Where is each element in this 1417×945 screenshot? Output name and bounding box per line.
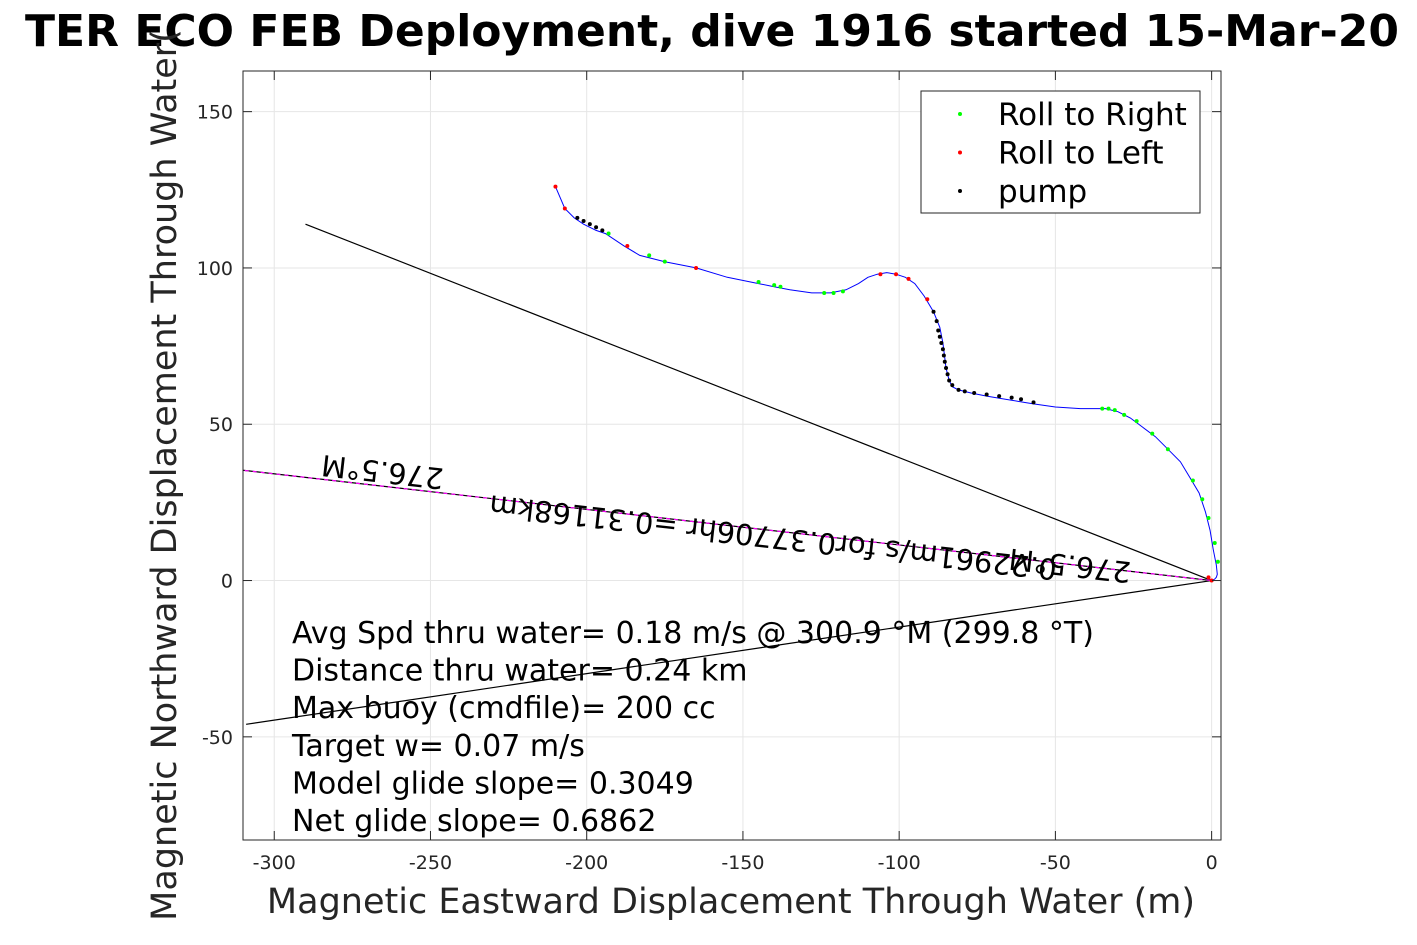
roll-left-point [553,184,558,189]
pump-point [947,378,952,383]
legend-marker [958,112,962,116]
legend-label: Roll to Left [998,136,1164,172]
pump-point [600,228,605,233]
roll-right-point [831,290,836,295]
roll-right-point [772,283,777,288]
y-tick-label: -50 [202,727,233,749]
roll-right-point [662,259,667,264]
stat-line: Max buoy (cmdfile)= 200 cc [292,691,716,726]
roll-left-point [906,276,911,281]
roll-left-point [1206,575,1211,580]
x-tick-label: 0 [1206,852,1218,874]
stat-line: Model glide slope= 0.3049 [292,766,694,801]
x-tick-label: -200 [565,852,608,874]
y-axis-label: Magnetic Northward Displacement Through … [145,29,185,921]
roll-right-point [1150,431,1155,436]
pump-point [581,219,586,224]
roll-left-point [625,244,630,249]
pump-point [956,387,961,392]
legend-marker [958,150,962,155]
x-axis-label: Magnetic Eastward Displacement Through W… [267,882,1195,922]
pump-point [594,225,599,230]
roll-left-point [562,206,567,211]
pump-point [944,365,949,370]
roll-right-point [1215,559,1220,564]
x-tick-label: -150 [721,852,764,874]
plot-frame [242,70,1222,841]
y-tick-label: 0 [221,571,233,593]
pump-point [1031,400,1036,405]
pump-point [587,222,592,227]
pump-point [942,359,947,364]
pump-point [931,309,936,314]
roll-left-point [878,272,883,277]
pump-point [997,394,1002,399]
stat-line: Distance thru water= 0.24 km [292,654,747,689]
stat-line: Avg Spd thru water= 0.18 m/s @ 300.9 °M … [292,616,1094,651]
reference-line [243,469,1212,582]
stats-block: Avg Spd thru water= 0.18 m/s @ 300.9 °M … [291,616,1094,839]
legend-label: Roll to Right [998,97,1187,133]
roll-right-point [1165,447,1170,452]
roll-left-point [1209,578,1214,583]
pump-point [950,383,955,388]
pump-point [962,389,967,394]
reference-line [246,579,1212,725]
roll-left-point [925,297,930,302]
roll-right-point [1100,406,1105,411]
grid [243,71,1221,840]
roll-right-point [840,289,845,294]
y-tick-label: 50 [209,414,233,436]
roll-right-point [1190,478,1195,483]
roll-right-point [1122,412,1127,417]
pump-point [575,215,580,220]
legend-label: pump [998,174,1087,210]
pump-point [1009,395,1014,400]
roll-left-point [894,272,899,277]
legend-marker [958,189,962,193]
stat-line: Net glide slope= 0.6862 [292,804,656,839]
roll-right-point [778,284,783,289]
roll-right-point [647,253,652,258]
x-tick-label: -50 [1040,852,1071,874]
pump-point [941,353,946,358]
pump-point [940,347,945,352]
roll-right-point [1106,406,1111,411]
roll-right-point [606,231,611,236]
chart-title: TER ECO FEB Deployment, dive 1916 starte… [25,6,1399,57]
x-tick-label: -300 [253,852,296,874]
series-points [553,184,1220,583]
reference-line [305,223,1212,582]
stat-line: Target w= 0.07 m/s [291,729,585,764]
roll-right-point [1134,419,1139,424]
pump-point [934,319,939,324]
roll-right-point [756,280,761,285]
pump-point [936,328,941,333]
x-tick-label: -100 [878,852,921,874]
pump-point [937,334,942,339]
roll-right-point [1212,541,1217,546]
pump-point [939,340,944,345]
reference-lines [243,223,1212,725]
x-tick-label: -250 [409,852,452,874]
axis-ticks: -300 -250 -200 -150 -100 -50 0 -50 0 50 100 150 [197,71,1221,874]
roll-right-point [1200,497,1205,502]
y-tick-label: 100 [197,258,233,280]
y-tick-label: 150 [197,102,233,124]
pump-point [984,392,989,397]
roll-left-point [694,265,699,270]
roll-right-point [822,290,827,295]
pump-point [972,390,977,395]
roll-right-point [1206,516,1211,521]
pump-point [1019,397,1024,402]
pump-point [945,372,950,377]
legend-box [920,90,1201,214]
roll-right-point [1112,408,1117,413]
